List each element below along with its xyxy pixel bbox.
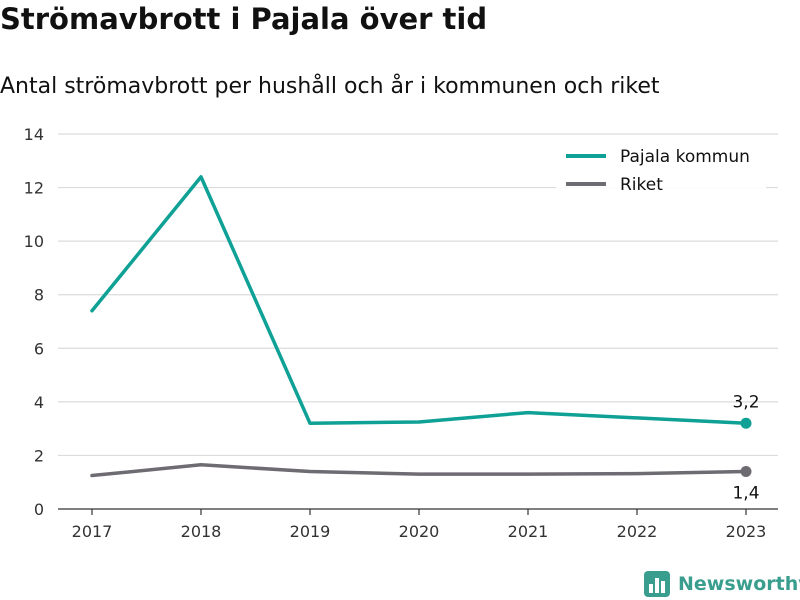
bar-chart-logo-icon: [644, 571, 670, 597]
x-tick-label: 2020: [399, 522, 440, 541]
y-tick-label: 10: [24, 232, 44, 251]
legend-background: [556, 140, 766, 200]
y-tick-label: 14: [24, 125, 44, 144]
series-line-0: [90, 175, 748, 426]
y-tick-label: 6: [34, 339, 44, 358]
x-tick-label: 2023: [726, 522, 767, 541]
data-labels: 3,2 1,4: [732, 392, 759, 503]
newsworthy-logo: Newsworthy: [644, 571, 800, 597]
end-value-label: 1,4: [732, 484, 759, 504]
x-tick-label: 2019: [290, 522, 331, 541]
y-tick-label: 4: [34, 393, 44, 412]
end-point-marker: [740, 417, 752, 429]
y-tick-label: 0: [34, 500, 44, 519]
y-tick-label: 2: [34, 446, 44, 465]
x-tick-label: 2022: [617, 522, 658, 541]
end-value-label: 3,2: [732, 392, 759, 412]
legend-label: Riket: [620, 175, 663, 195]
legend-label: Pajala kommun: [620, 147, 750, 167]
x-tick-label: 2017: [72, 522, 113, 541]
y-tick-label: 12: [24, 179, 44, 198]
x-tick-label: 2021: [508, 522, 549, 541]
chart-title: Strömavbrott i Pajala över tid: [0, 2, 488, 36]
axes: 0 2 4 6 8 10 12 14 2017 2018 2019 2020 2021 2022 2023: [24, 125, 778, 541]
series-line-1: [90, 463, 748, 478]
brand-name: Newsworthy: [678, 573, 800, 595]
legend: Pajala kommun Riket: [556, 140, 766, 200]
x-tick-label: 2018: [181, 522, 222, 541]
end-point-marker: [740, 466, 752, 477]
series-lines: [90, 175, 752, 478]
chart-subtitle: Antal strömavbrott per hushåll och år i …: [0, 74, 660, 99]
y-tick-label: 8: [34, 286, 44, 305]
